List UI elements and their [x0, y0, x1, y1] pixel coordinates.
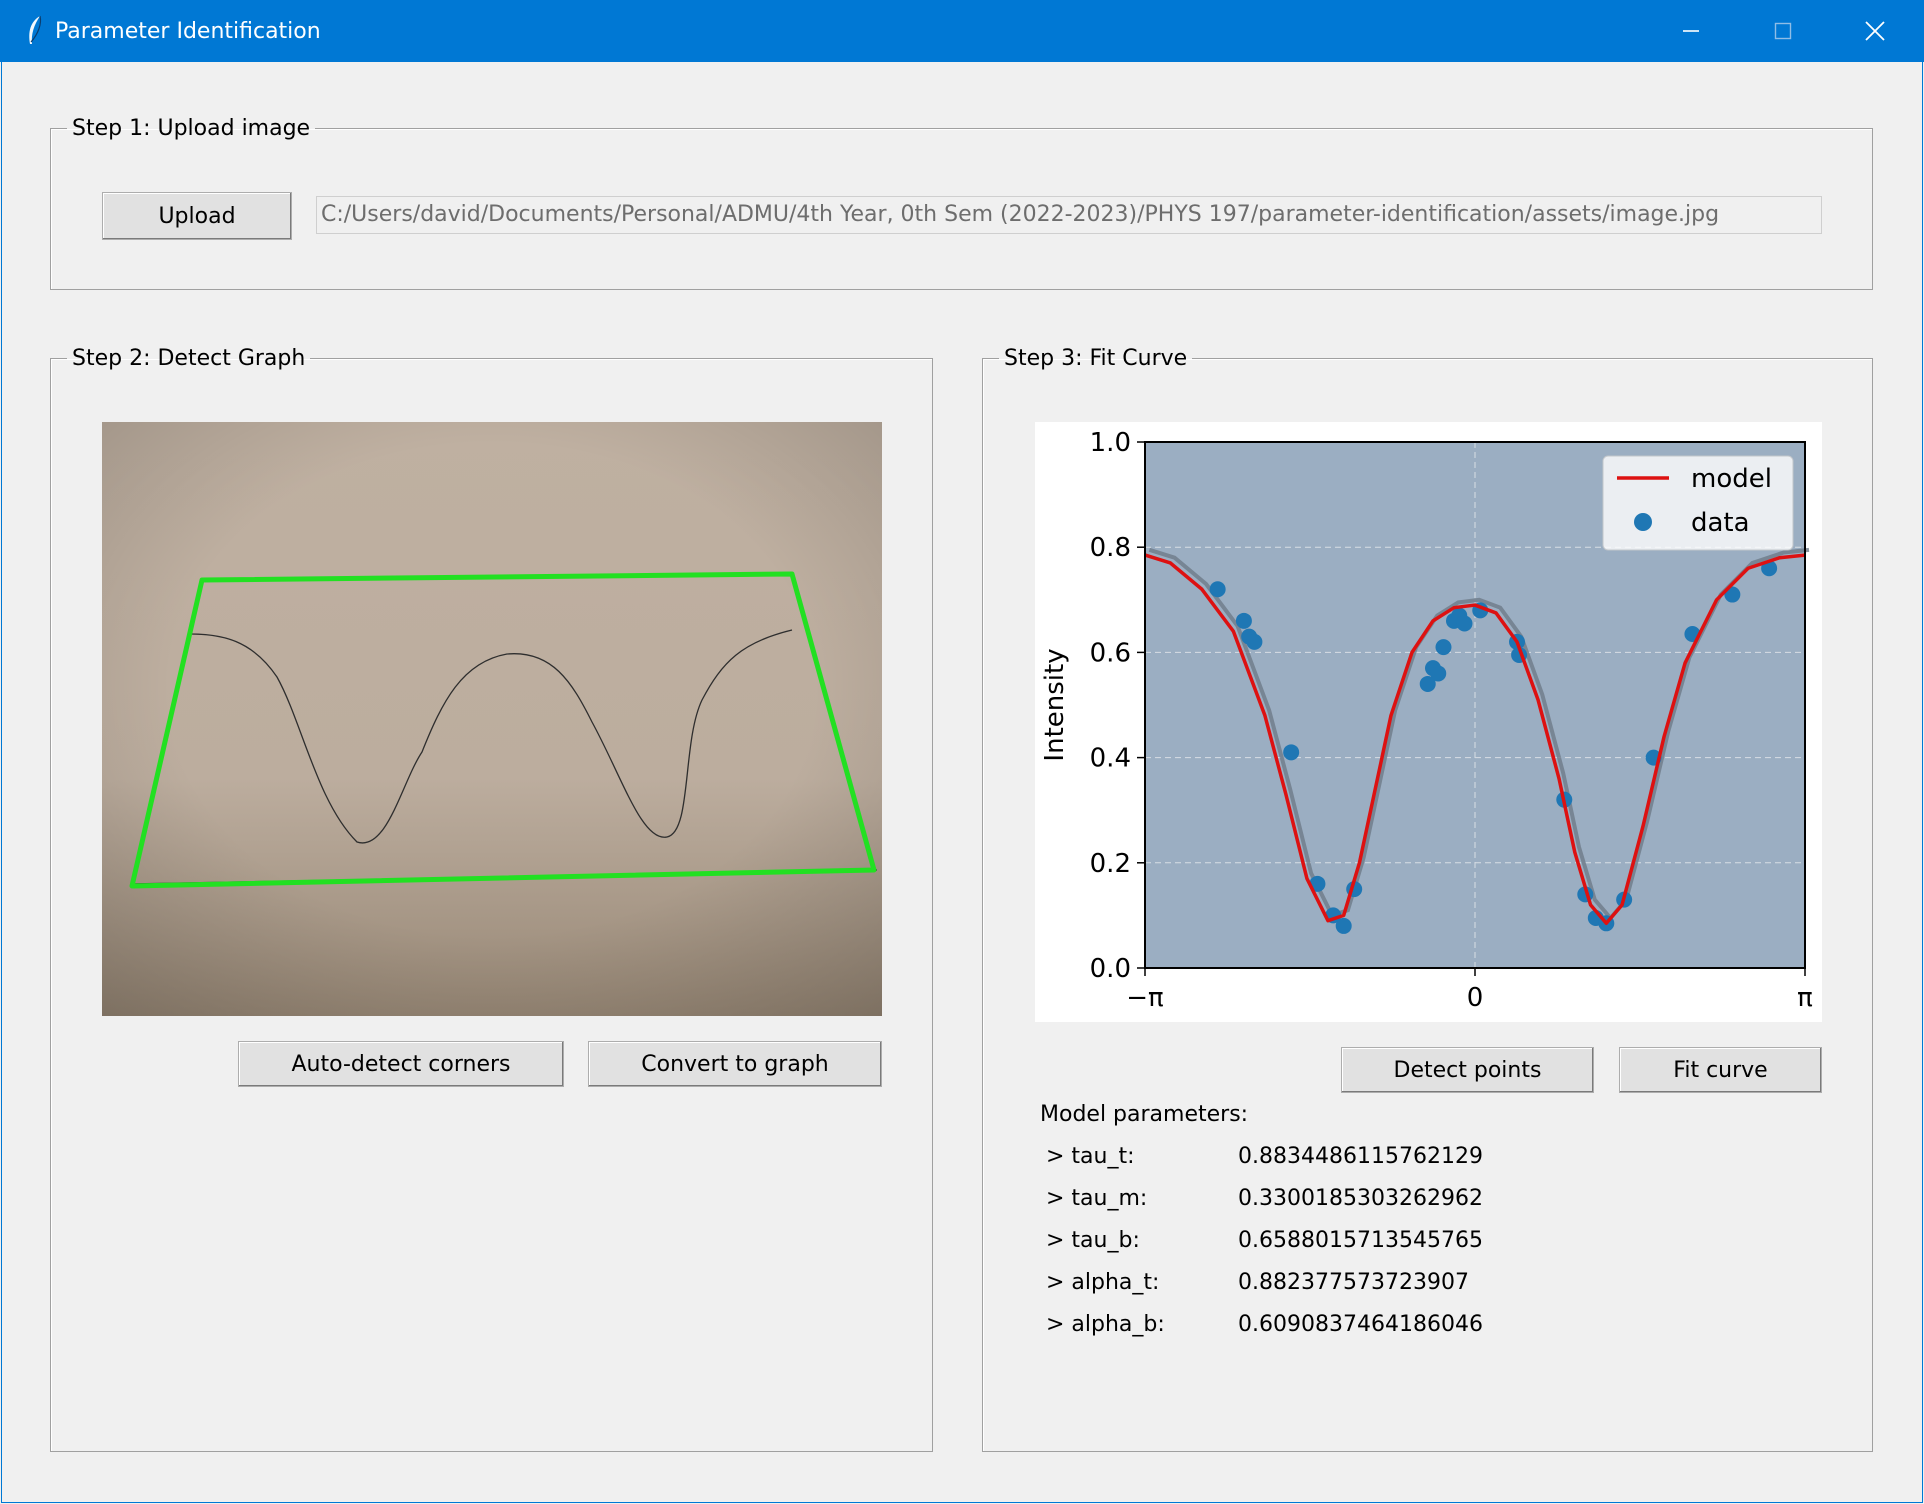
- detected-corners-outline: [129, 571, 877, 889]
- param-value: 0.6090837464186046: [1238, 1312, 1483, 1337]
- x-tick-label: −π: [1126, 983, 1163, 1013]
- step3-group: Step 3: Fit Curve: [982, 346, 1873, 1452]
- y-tick-label: 0.2: [1090, 849, 1131, 879]
- step3-legend: Step 3: Fit Curve: [1004, 346, 1188, 371]
- data-point: [1724, 586, 1741, 603]
- close-button[interactable]: [1829, 0, 1921, 62]
- param-name: > tau_m:: [1046, 1186, 1148, 1211]
- step2-group: Step 2: Detect Graph: [50, 346, 933, 1452]
- maximize-button[interactable]: [1737, 0, 1829, 62]
- feather-icon: [29, 15, 42, 44]
- fit-curve-plot: 0.0 0.2 0.4 0.6 0.8 1.0 −π 0 π Intensity model data: [1035, 422, 1822, 1022]
- image-path-field[interactable]: C:/Users/david/Documents/Personal/ADMU/4…: [316, 196, 1822, 234]
- param-name: > tau_t:: [1046, 1144, 1135, 1169]
- y-axis-label: Intensity: [1040, 648, 1070, 761]
- detected-graph-photo[interactable]: [102, 422, 882, 1016]
- fit-curve-button[interactable]: Fit curve: [1619, 1047, 1822, 1093]
- detect-points-button[interactable]: Detect points: [1341, 1047, 1594, 1093]
- hand-drawn-curve: [189, 629, 793, 844]
- data-point: [1456, 615, 1473, 632]
- param-value: 0.6588015713545765: [1238, 1228, 1483, 1253]
- model-parameters-heading: Model parameters:: [1040, 1102, 1249, 1127]
- x-tick-label: π: [1797, 983, 1813, 1013]
- data-point: [1435, 639, 1452, 656]
- y-tick-label: 0.8: [1090, 533, 1131, 563]
- y-tick-label: 0.6: [1090, 638, 1131, 668]
- y-tick-label: 0.4: [1090, 744, 1131, 774]
- data-point: [1335, 917, 1352, 934]
- traced-curve: [1148, 547, 1810, 922]
- title-bar: Parameter Identification: [0, 0, 1924, 62]
- data-point: [1283, 744, 1300, 761]
- minimize-icon: [1683, 30, 1699, 32]
- param-value: 0.882377573723907: [1238, 1270, 1469, 1295]
- minimize-button[interactable]: [1645, 0, 1737, 62]
- legend-data-swatch: [1634, 513, 1652, 531]
- convert-to-graph-button[interactable]: Convert to graph: [588, 1041, 882, 1087]
- y-tick-label: 0.0: [1090, 954, 1131, 984]
- chart-svg: 0.0 0.2 0.4 0.6 0.8 1.0 −π 0 π Intensity model data: [1040, 428, 1813, 1013]
- legend-model-label: model: [1691, 464, 1772, 494]
- data-point: [1209, 581, 1226, 598]
- auto-detect-corners-button[interactable]: Auto-detect corners: [238, 1041, 564, 1087]
- param-value: 0.3300185303262962: [1238, 1186, 1483, 1211]
- data-point: [1235, 612, 1252, 629]
- param-name: > tau_b:: [1046, 1228, 1140, 1253]
- x-tick-label: 0: [1467, 983, 1484, 1013]
- upload-button[interactable]: Upload: [102, 192, 292, 240]
- legend-data-label: data: [1691, 508, 1750, 538]
- param-value: 0.8834486115762129: [1238, 1144, 1483, 1169]
- step1-legend: Step 1: Upload image: [72, 116, 311, 141]
- param-name: > alpha_t:: [1046, 1270, 1160, 1295]
- close-icon: [1865, 21, 1885, 41]
- data-point: [1430, 665, 1447, 682]
- y-tick-label: 1.0: [1090, 428, 1131, 458]
- model-line: [1144, 553, 1806, 926]
- data-point: [1246, 633, 1263, 650]
- param-name: > alpha_b:: [1046, 1312, 1165, 1337]
- data-point: [1419, 675, 1436, 692]
- step1-group: Step 1: Upload image: [50, 116, 1873, 290]
- maximize-icon: [1774, 22, 1792, 40]
- window-title: Parameter Identification: [55, 19, 321, 44]
- step2-legend: Step 2: Detect Graph: [72, 346, 306, 371]
